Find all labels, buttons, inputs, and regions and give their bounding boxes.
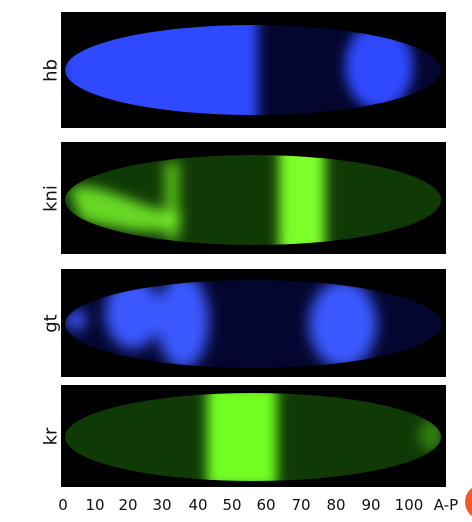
axis-tick-80: 80: [326, 496, 346, 514]
ap-axis: 0 10 20 30 40 50 60 70 80 90 100 A-P: [58, 496, 471, 520]
axis-tick-60: 60: [256, 496, 276, 514]
axis-tick-50: 50: [222, 496, 242, 514]
kni-anterior-domain: [69, 186, 183, 232]
embryo-panel-hb: [61, 12, 446, 128]
axis-tick-100: 100: [394, 496, 424, 514]
axis-end-label: A-P: [433, 496, 459, 514]
kni-bar: [164, 162, 180, 240]
gt-anterior-stripe-1: [66, 309, 86, 331]
corner-badge-icon: [465, 487, 472, 517]
hb-embryo-image: [61, 12, 446, 128]
gt-anterior-stripe-3: [157, 280, 209, 368]
gt-anterior-stripe-2: [105, 280, 161, 349]
axis-tick-10: 10: [85, 496, 105, 514]
gene-label-kni: kni: [40, 185, 62, 212]
gt-posterior-stripe: [309, 280, 377, 368]
axis-tick-40: 40: [188, 496, 208, 514]
embryo-panel-gt: [61, 269, 446, 377]
kni-posterior-domain: [279, 155, 325, 245]
kr-embryo-image: [61, 385, 446, 487]
gene-label-kr: kr: [40, 427, 62, 446]
axis-tick-70: 70: [291, 496, 311, 514]
gene-label-gt: gt: [40, 314, 62, 333]
gt-embryo-image: [61, 269, 446, 377]
axis-tick-0: 0: [58, 496, 68, 514]
embryo-panel-kr: [61, 385, 446, 487]
gene-label-hb: hb: [40, 59, 62, 82]
kr-central-domain: [207, 393, 277, 481]
axis-tick-90: 90: [361, 496, 381, 514]
hb-posterior-stripe: [345, 25, 413, 110]
kni-embryo-image: [61, 142, 446, 254]
axis-tick-30: 30: [152, 496, 172, 514]
axis-tick-20: 20: [118, 496, 138, 514]
embryo-panel-kni: [61, 142, 446, 254]
